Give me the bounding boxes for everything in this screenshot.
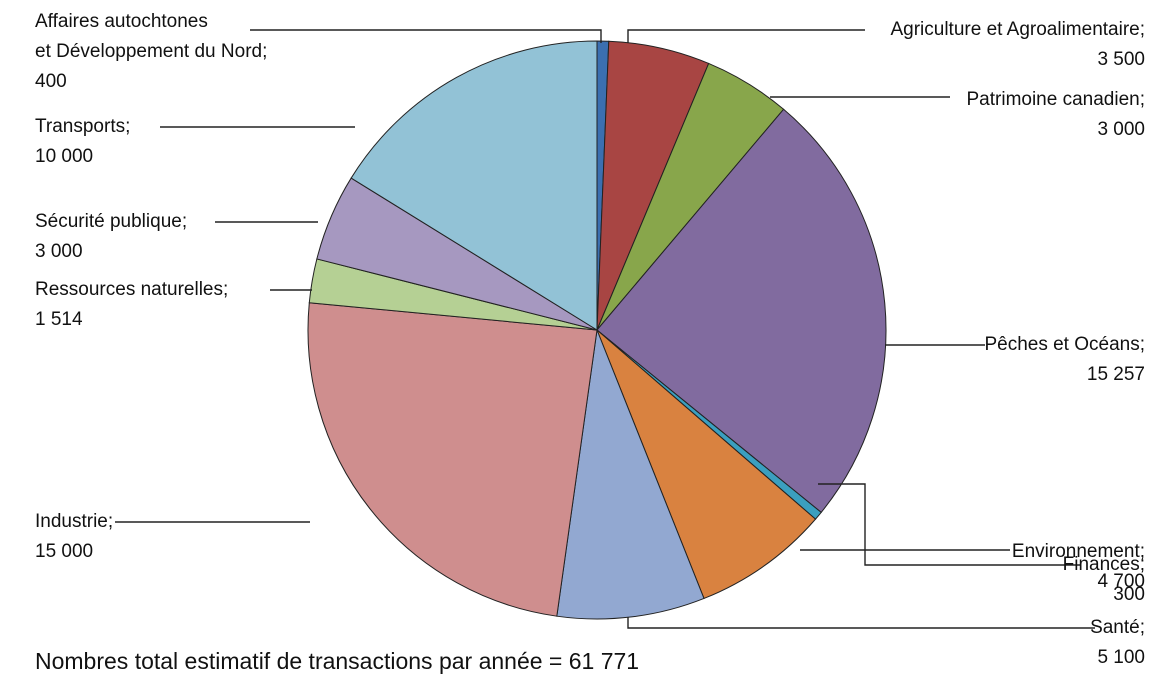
value-label: 3 500 <box>1097 49 1145 70</box>
pie <box>307 40 887 620</box>
value-label: 15 257 <box>1087 364 1145 385</box>
value-label: 4 700 <box>1097 571 1145 592</box>
slice <box>596 108 887 514</box>
leader-line <box>627 29 865 43</box>
value-label: 15 000 <box>35 541 93 562</box>
value-label: 3 000 <box>35 241 83 262</box>
slice-label: Finances; <box>1063 554 1145 575</box>
slice-label: Agriculture et Agroalimentaire; <box>890 19 1145 40</box>
slice-label: Santé; <box>1090 617 1145 638</box>
slice-label: Industrie; <box>35 511 113 532</box>
leader-line <box>818 483 1080 566</box>
slice <box>556 328 705 620</box>
slice <box>350 40 598 331</box>
slice-label: Patrimoine canadien; <box>967 89 1146 110</box>
value-label: 3 000 <box>1097 119 1145 140</box>
slice <box>307 302 598 617</box>
value-label: 5 100 <box>1097 647 1145 668</box>
slice-label: Environnement; <box>1012 541 1145 562</box>
value-label: 400 <box>35 71 67 92</box>
leader-line <box>627 617 1095 629</box>
slice-label: Affaires autochtones et Développement du … <box>35 11 267 62</box>
slice <box>596 329 817 600</box>
note: Nombres total estimatif de transactions … <box>35 648 639 674</box>
slice-label: Ressources naturelles; <box>35 279 228 300</box>
leader-line <box>250 29 602 43</box>
value-label: 1 514 <box>35 309 83 330</box>
value-label: 300 <box>1113 584 1145 605</box>
labels: Affaires autochtones et Développement du … <box>35 11 1145 668</box>
slice-label: Sécurité publique; <box>35 211 187 232</box>
slice-label: Transports; <box>35 116 130 137</box>
slice-label: Pêches et Océans; <box>984 334 1145 355</box>
value-label: 10 000 <box>35 146 93 167</box>
